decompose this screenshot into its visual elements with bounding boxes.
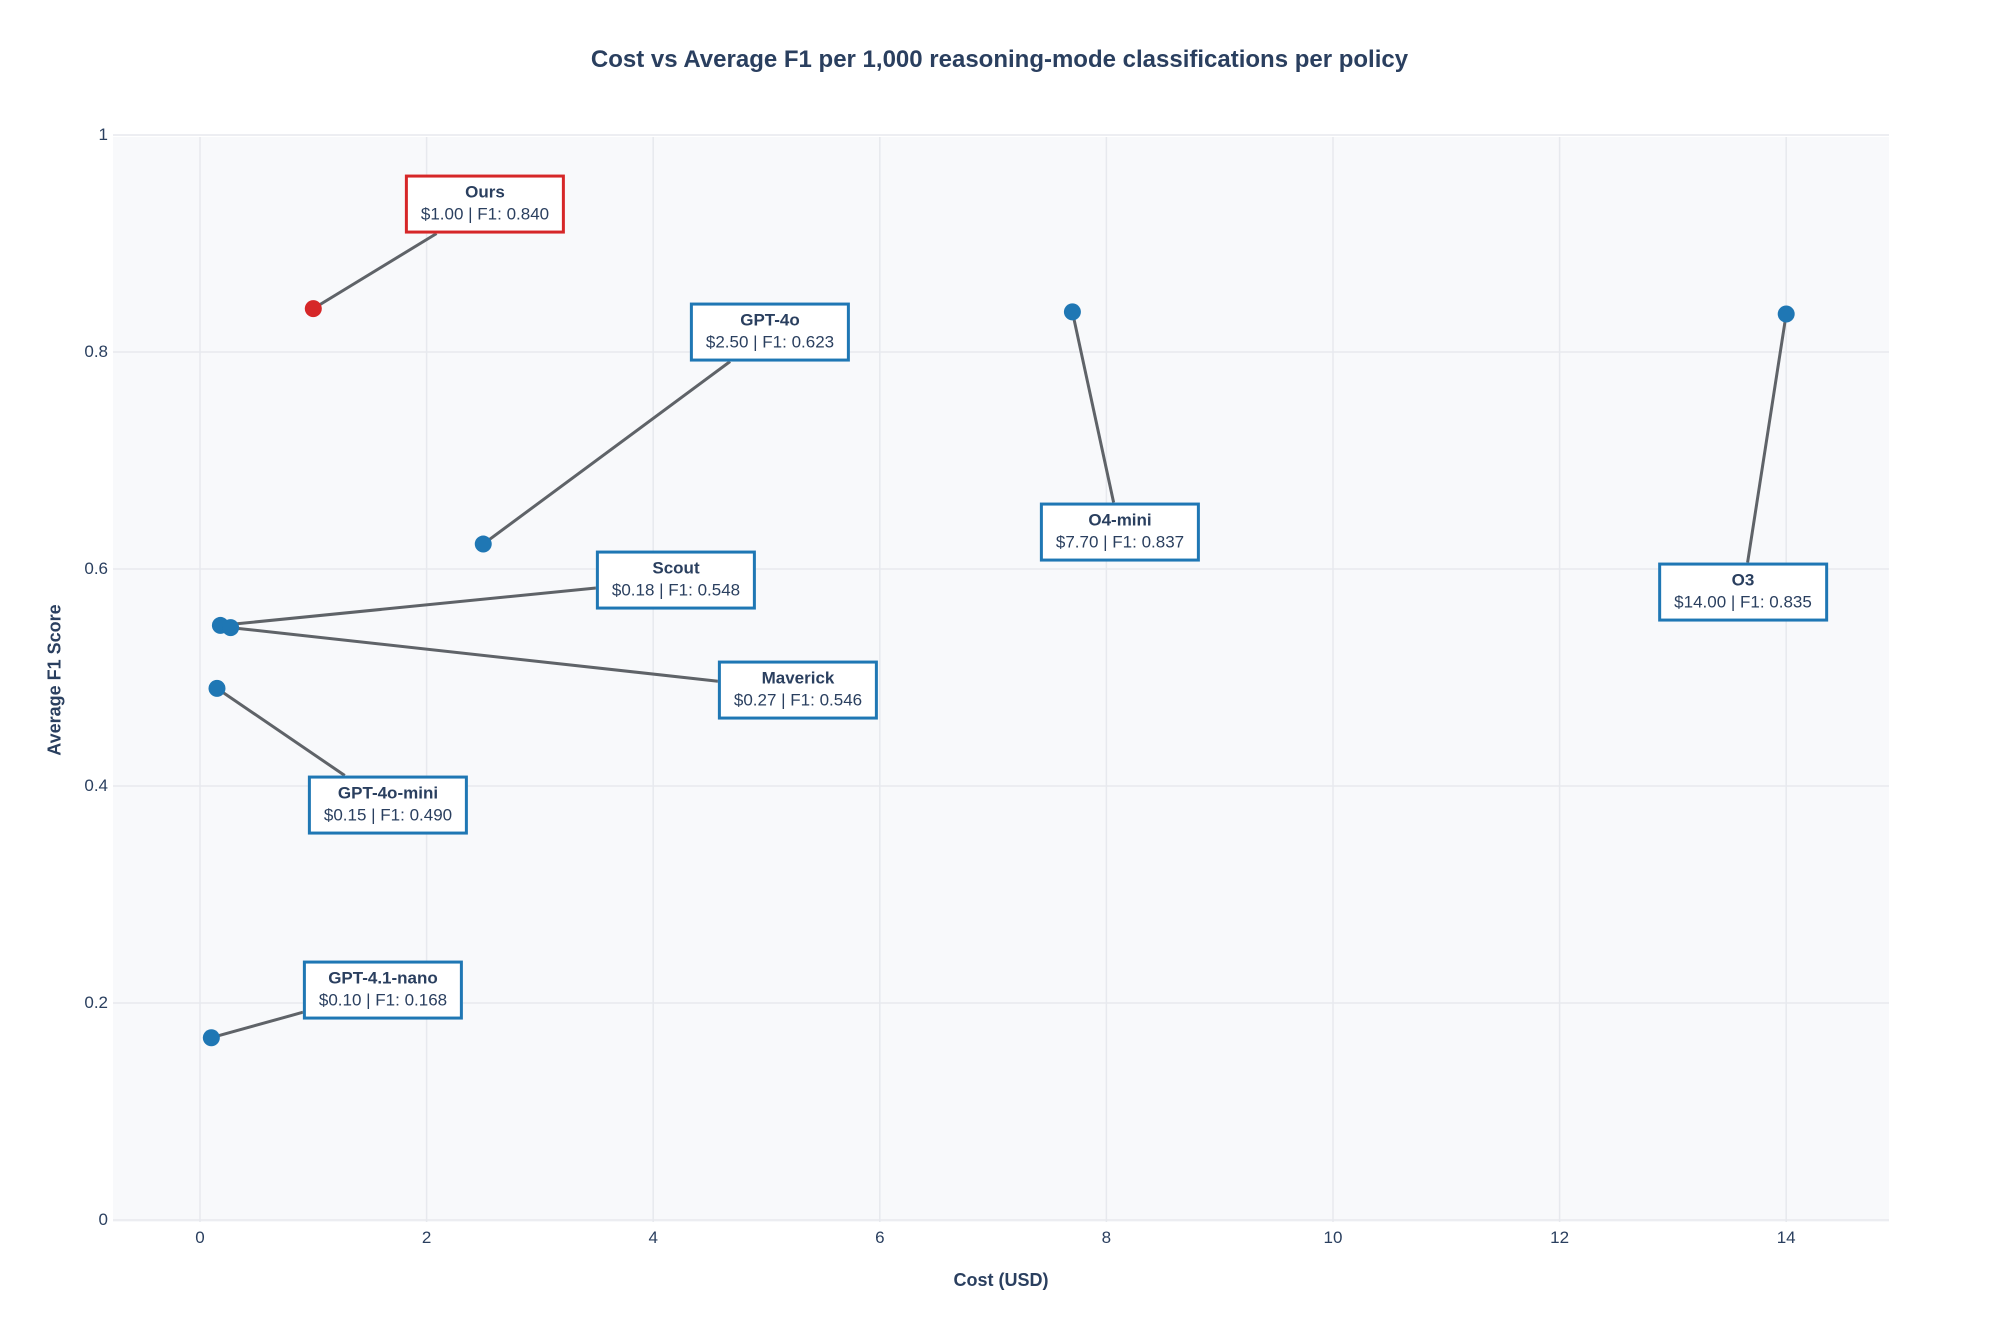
x-tick-label-4: 4 — [648, 1228, 658, 1247]
data-point-gpt-4o-mini[interactable] — [208, 679, 226, 697]
connector-o4-mini — [1070, 311, 1116, 503]
annotation-model-name: GPT-4.1-nano — [328, 968, 438, 988]
data-point-ours[interactable] — [304, 300, 322, 318]
data-point-gpt-4o[interactable] — [474, 535, 492, 553]
annotation-model-name: O3 — [1731, 570, 1755, 590]
annotation-scout: Scout $0.18 | F1: 0.548 — [595, 550, 757, 610]
connector-scout — [220, 586, 597, 627]
annotation-o3: O3 $14.00 | F1: 0.835 — [1658, 562, 1828, 622]
y-tick-label-0: 0 — [98, 1210, 108, 1229]
connector-gpt-4-1-nano — [210, 1010, 304, 1040]
connector-o3 — [1746, 313, 1788, 563]
annotation-model-name: Scout — [652, 558, 700, 578]
annotation-cost-f1: $14.00 | F1: 0.835 — [1674, 593, 1812, 612]
annotation-cost-f1: $1.00 | F1: 0.840 — [420, 205, 550, 224]
annotation-gpt-4o: GPT-4o $2.50 | F1: 0.623 — [689, 302, 851, 362]
plot-area — [113, 137, 1889, 1222]
y-tick-label-0.4: 0.4 — [84, 776, 108, 795]
y-tick-label-1: 1 — [98, 125, 108, 144]
annotation-o4-mini: O4-mini $7.70 | F1: 0.837 — [1039, 502, 1201, 562]
annotation-gpt-4-1-nano: GPT-4.1-nano $0.10 | F1: 0.168 — [302, 960, 464, 1020]
data-point-o4-mini[interactable] — [1063, 303, 1081, 321]
y-tick-label-0.8: 0.8 — [84, 342, 108, 361]
annotation-model-name: GPT-4o-mini — [337, 783, 439, 803]
connector-gpt-4o-mini — [216, 687, 346, 777]
annotation-ours: Ours $1.00 | F1: 0.840 — [404, 174, 566, 234]
x-axis-title: Cost (USD) — [953, 1270, 1049, 1290]
annotation-model-name: O4-mini — [1088, 510, 1152, 530]
y-axis-title: Average F1 Score — [44, 604, 65, 756]
data-point-gpt-4-1-nano[interactable] — [202, 1029, 220, 1047]
data-point-maverick[interactable] — [222, 619, 240, 637]
annotation-cost-f1: $0.10 | F1: 0.168 — [318, 991, 448, 1010]
connector-gpt-4o — [482, 360, 731, 546]
x-tick-label-10: 10 — [1323, 1228, 1343, 1247]
x-tick-label-14: 14 — [1776, 1228, 1796, 1247]
x-tick-label-2: 2 — [421, 1228, 432, 1247]
x-tick-label-8: 8 — [1101, 1228, 1112, 1247]
y-tick-label-0.6: 0.6 — [84, 559, 108, 578]
chart-title: Cost vs Average F1 per 1,000 reasoning-m… — [590, 46, 1409, 73]
annotation-maverick: Maverick $0.27 | F1: 0.546 — [717, 660, 879, 720]
annotation-cost-f1: $7.70 | F1: 0.837 — [1055, 533, 1185, 552]
connector-maverick — [230, 626, 719, 683]
connector-ours — [312, 232, 438, 310]
annotation-cost-f1: $2.50 | F1: 0.623 — [705, 333, 835, 352]
x-tick-label-12: 12 — [1550, 1228, 1570, 1247]
y-tick-label-0.2: 0.2 — [84, 993, 108, 1012]
annotation-gpt-4o-mini: GPT-4o-mini $0.15 | F1: 0.490 — [307, 775, 469, 835]
annotation-cost-f1: $0.15 | F1: 0.490 — [323, 806, 453, 825]
annotation-model-name: Ours — [465, 182, 505, 202]
x-tick-label-6: 6 — [875, 1228, 885, 1247]
annotation-model-name: GPT-4o — [740, 310, 800, 330]
data-point-o3[interactable] — [1777, 305, 1795, 323]
annotation-cost-f1: $0.18 | F1: 0.548 — [611, 581, 741, 600]
annotation-cost-f1: $0.27 | F1: 0.546 — [733, 691, 863, 710]
annotation-model-name: Maverick — [761, 668, 835, 688]
x-tick-label-0: 0 — [195, 1228, 205, 1247]
